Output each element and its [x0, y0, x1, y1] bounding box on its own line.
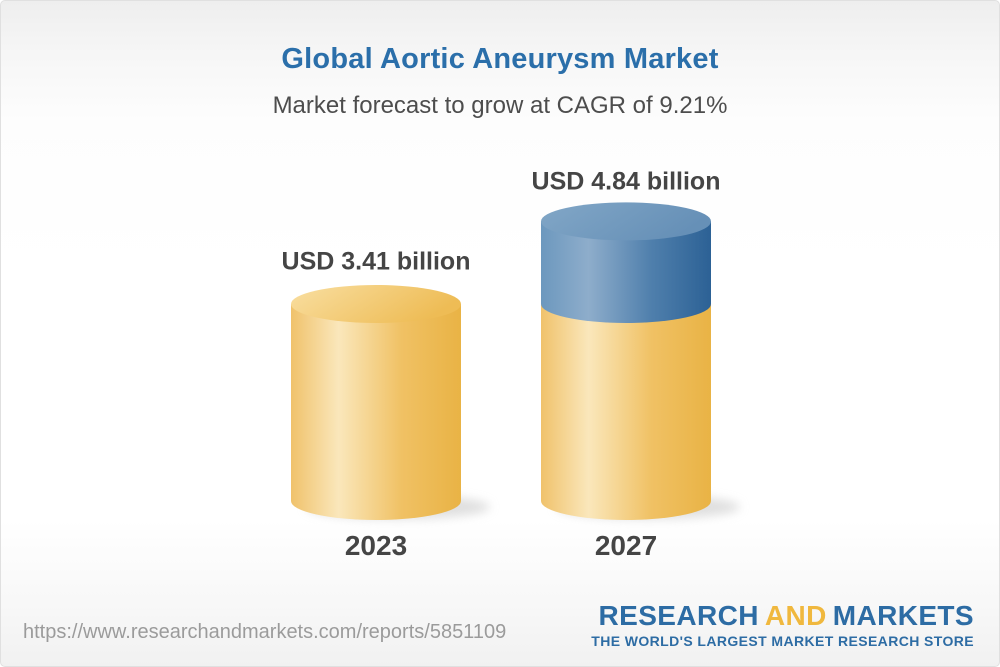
- category-label-2027: 2027: [594, 530, 658, 561]
- researchandmarkets-logo: RESEARCH AND MARKETS THE WORLD'S LARGEST M…: [591, 602, 974, 649]
- logo-word-markets: MARKETS: [832, 600, 974, 631]
- value-label-2023: USD 3.41 billion: [281, 247, 471, 276]
- logo-wordmark: RESEARCH AND MARKETS: [591, 602, 974, 630]
- logo-word-research: RESEARCH: [598, 600, 759, 631]
- cylinder-2027-growth-body: [541, 221, 711, 323]
- cylinder-2023-body: [291, 304, 461, 520]
- value-label-2027: USD 4.84 billion: [531, 167, 721, 196]
- report-url: https://www.researchandmarkets.com/repor…: [23, 621, 507, 643]
- logo-word-and: AND: [764, 600, 827, 631]
- page-subtitle: Market forecast to grow at CAGR of 9.21%: [272, 92, 728, 119]
- cylinder-2027-base-body: [541, 304, 711, 520]
- cylinder-2027-top: [541, 202, 711, 241]
- category-label-2023: 2023: [344, 530, 408, 561]
- logo-tagline: THE WORLD'S LARGEST MARKET RESEARCH STOR…: [591, 633, 974, 649]
- cylinder-2023-top: [291, 285, 461, 323]
- page-title: Global Aortic Aneurysm Market: [281, 43, 719, 75]
